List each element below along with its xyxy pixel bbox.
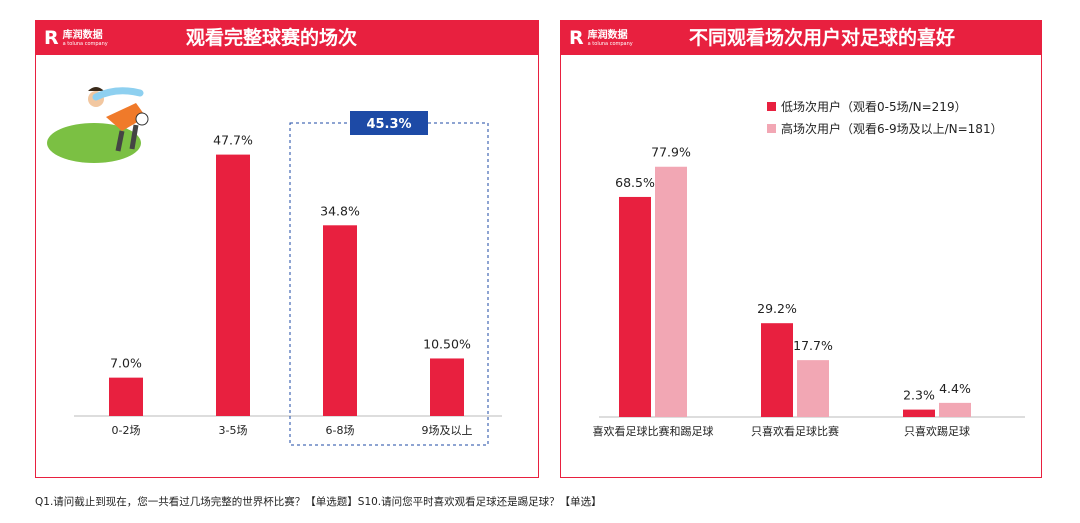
data-label: 68.5% [615, 175, 655, 190]
data-label: 7.0% [110, 356, 142, 371]
brand-tagline: a toluna company [587, 40, 633, 47]
brand-logo: R 库润数据 a toluna company [44, 28, 108, 48]
legend-label: 低场次用户（观看0-5场/N=219） [781, 99, 967, 114]
bar-series2-只喜欢看足球比赛 [797, 360, 829, 417]
right-grouped-bar-chart: 68.5% 77.9% 喜欢看足球比赛和踢足球 29.2% 17.7% 只喜欢看足球比赛 2… [593, 99, 1025, 438]
brand-name: 库润数据 [62, 29, 103, 41]
data-label: 29.2% [757, 301, 797, 316]
bar-series1-只喜欢看足球比赛 [761, 323, 793, 417]
right-chart-panel: R 库润数据 a toluna company 不同观看场次用户对足球的喜好 6… [560, 20, 1042, 478]
category-label: 6-8场 [326, 423, 355, 437]
right-panel-header: R 库润数据 a toluna company 不同观看场次用户对足球的喜好 [561, 21, 1041, 55]
data-label: 17.7% [793, 338, 833, 353]
category-label: 只喜欢看足球比赛 [751, 424, 839, 438]
legend-swatch [767, 102, 776, 111]
bar-series2-喜欢看足球比赛和踢足球 [655, 166, 687, 417]
survey-footnote: Q1.请问截止到现在，您一共看过几场完整的世界杯比赛？【单选题】S10.请问您平… [35, 496, 602, 508]
bar-3-5场 [216, 154, 250, 416]
category-label: 9场及以上 [422, 423, 473, 437]
left-chart-title: 观看完整球赛的场次 [186, 27, 358, 49]
right-chart-title: 不同观看场次用户对足球的喜好 [689, 27, 956, 49]
data-label: 10.50% [423, 336, 471, 351]
left-bar-chart: 7.0% 0-2场 47.7% 3-5场 34.8% 6-8场 10.50% 9场及以上 45.… [47, 87, 502, 446]
bar-9场及以上 [430, 358, 464, 416]
logo-mark-icon: R [569, 27, 584, 49]
callout-badge [350, 111, 428, 135]
data-label: 4.4% [939, 381, 971, 396]
category-label: 只喜欢踢足球 [904, 424, 970, 438]
bar-series1-喜欢看足球比赛和踢足球 [619, 196, 651, 417]
brand-name: 库润数据 [587, 29, 628, 41]
brand-tagline: a toluna company [62, 40, 108, 47]
logo-mark-icon: R [44, 27, 59, 49]
callout-value: 45.3% [366, 117, 411, 132]
category-label: 喜欢看足球比赛和踢足球 [593, 424, 714, 438]
brand-logo: R 库润数据 a toluna company [569, 28, 633, 48]
legend-label: 高场次用户（观看6-9场及以上/N=181） [781, 121, 1003, 136]
data-label: 77.9% [651, 145, 691, 160]
soccer-player-icon [47, 87, 149, 163]
bar-6-8场 [323, 225, 357, 416]
category-label: 3-5场 [219, 423, 248, 437]
bar-series1-只喜欢踢足球 [903, 409, 935, 417]
left-chart-panel: R 库润数据 a toluna company 观看完整球赛的场次 7.0% 0-… [35, 20, 539, 478]
data-label: 34.8% [320, 203, 360, 218]
left-panel-header: R 库润数据 a toluna company 观看完整球赛的场次 [36, 21, 538, 55]
bar-series2-只喜欢踢足球 [939, 402, 971, 417]
bar-0-2场 [109, 377, 143, 416]
legend-swatch [767, 124, 776, 133]
data-label: 2.3% [903, 388, 935, 403]
category-label: 0-2场 [112, 423, 141, 437]
data-label: 47.7% [213, 133, 253, 148]
